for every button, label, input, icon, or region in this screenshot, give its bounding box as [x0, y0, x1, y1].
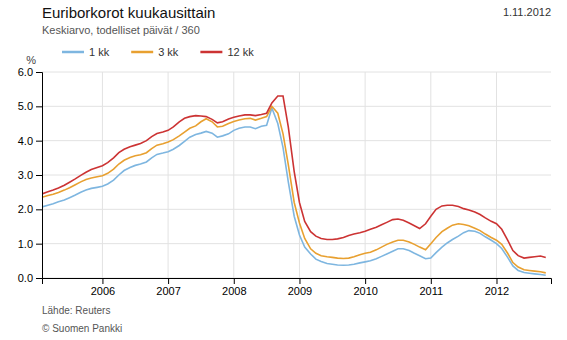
x-tick-label: 2009	[288, 285, 312, 297]
legend-swatch	[131, 51, 153, 54]
x-tick-label: 2008	[222, 285, 246, 297]
y-tick-label: 4.0	[18, 135, 33, 147]
x-tick-mark	[299, 278, 300, 284]
y-tick: 5.0	[18, 100, 42, 112]
x-tick: 2010	[353, 278, 377, 297]
y-axis: 0.0 1.0 2.0 3.0 4.0 5.0 6.0	[18, 66, 43, 284]
x-tick-mark	[102, 278, 103, 284]
x-tick-mark	[234, 278, 235, 284]
legend-swatch	[62, 51, 84, 54]
y-tick-mark	[36, 72, 42, 73]
plot: 2006 2007 2008 2009 2010 2011 2012 0.0 1.0 2.0 3.0…	[18, 66, 552, 297]
x-tick-label: 2006	[91, 285, 115, 297]
y-tick: 6.0	[18, 66, 42, 78]
annotation: © Suomen Pankki	[42, 323, 122, 334]
y-tick-mark	[36, 209, 42, 210]
chart-svg: Euriborkorot kuukausittain Keskiarvo, tod…	[0, 0, 567, 340]
y-axis-line	[36, 73, 43, 279]
y-tick: 2.0	[18, 203, 42, 215]
grid-line-y	[42, 72, 551, 73]
x-tick-mark	[168, 278, 169, 284]
series-line	[42, 106, 546, 273]
legend: 1 kk 3 kk 12 kk	[62, 46, 254, 58]
y-tick-mark	[36, 278, 42, 279]
y-tick-mark	[36, 244, 42, 245]
x-tick: 2011	[419, 278, 443, 297]
y-tick-label: 1.0	[18, 238, 33, 250]
y-tick-label: 3.0	[18, 169, 33, 181]
grid-line-y	[42, 243, 551, 244]
x-tick: 2007	[156, 278, 180, 297]
series-line	[42, 96, 546, 258]
grid-line-y	[42, 140, 551, 141]
grid	[42, 72, 551, 278]
x-tick-mark	[431, 278, 432, 284]
y-tick-mark	[36, 141, 42, 142]
x-axis-line	[43, 279, 552, 285]
x-tick-label: 2011	[419, 285, 443, 297]
y-tick: 0.0	[18, 272, 42, 284]
x-tick-mark	[496, 278, 497, 284]
legend-item: 12 kk	[200, 46, 254, 58]
x-tick-label: 2010	[353, 285, 377, 297]
title: Euriborkorot kuukausittain	[42, 4, 215, 21]
y-tick: 1.0	[18, 238, 42, 250]
lines	[42, 96, 546, 275]
chart-container: Euriborkorot kuukausittain Keskiarvo, tod…	[0, 0, 567, 340]
x-tick: 2009	[288, 278, 312, 297]
y-tick-label: 2.0	[18, 203, 33, 215]
legend-item: 3 kk	[131, 46, 179, 58]
subtitle: Keskiarvo, todelliset päivät / 360	[42, 24, 200, 36]
y-tick-label: 5.0	[18, 100, 33, 112]
x-tick-label: 2007	[156, 285, 180, 297]
legend-label: 12 kk	[227, 46, 254, 58]
x-tick: 2006	[91, 278, 115, 297]
x-axis: 2006 2007 2008 2009 2010 2011 2012	[43, 278, 552, 297]
y-tick: 4.0	[18, 135, 42, 147]
y-tick-label: 0.0	[18, 272, 33, 284]
annotation: 1.11.2012	[503, 6, 551, 18]
y-tick-mark	[36, 175, 42, 176]
legend-item: 1 kk	[62, 46, 110, 58]
y-axis-label: %	[26, 54, 36, 66]
y-tick: 3.0	[18, 169, 42, 181]
legend-label: 1 kk	[89, 46, 110, 58]
x-tick-label: 2012	[485, 285, 509, 297]
x-tick: 2008	[222, 278, 246, 297]
series-line	[42, 108, 546, 275]
annotation: Lähde: Reuters	[42, 305, 110, 316]
y-tick-mark	[36, 106, 42, 107]
legend-label: 3 kk	[158, 46, 179, 58]
legend-swatch	[200, 51, 222, 54]
grid-line-y	[42, 106, 551, 107]
x-tick: 2012	[485, 278, 509, 297]
x-tick-mark	[365, 278, 366, 284]
y-tick-label: 6.0	[18, 66, 33, 78]
